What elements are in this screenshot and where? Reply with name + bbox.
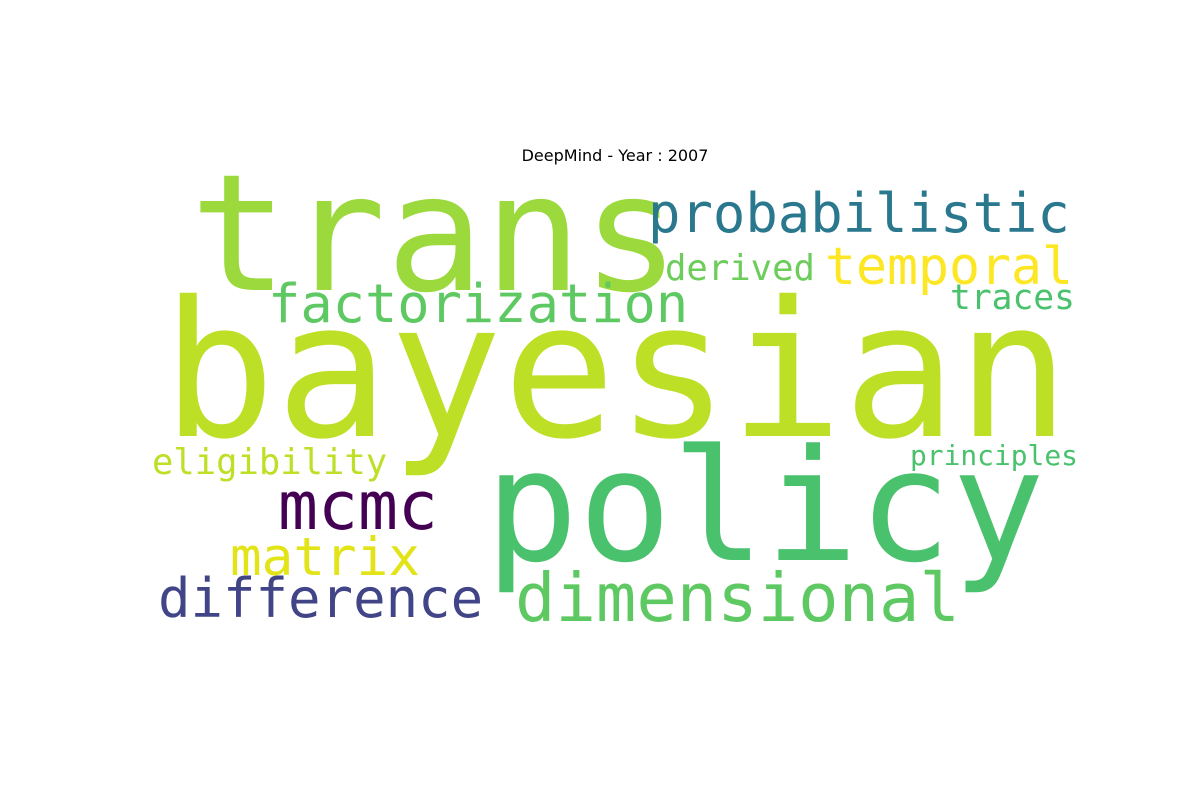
word-difference: difference bbox=[158, 566, 484, 630]
word-traces: traces bbox=[950, 277, 1075, 318]
word-bayesian: bayesian bbox=[162, 262, 1070, 482]
word-dimensional: dimensional bbox=[515, 558, 960, 637]
word-eligibility: eligibility bbox=[152, 441, 388, 483]
word-policy: policy bbox=[485, 416, 1045, 598]
word-derived: derived bbox=[665, 247, 815, 289]
word-factorization: factorization bbox=[268, 271, 689, 335]
word-matrix: matrix bbox=[230, 526, 420, 588]
word-principles: principles bbox=[910, 438, 1078, 472]
word-trans: trans bbox=[190, 139, 681, 329]
word-cloud: bayesian policy trans probabilistic temp… bbox=[150, 153, 1080, 638]
word-mcmc: mcmc bbox=[278, 467, 438, 545]
word-temporal: temporal bbox=[825, 236, 1074, 297]
word-probabilistic: probabilistic bbox=[648, 181, 1070, 245]
cloud-title: DeepMind - Year : 2007 bbox=[521, 146, 709, 165]
